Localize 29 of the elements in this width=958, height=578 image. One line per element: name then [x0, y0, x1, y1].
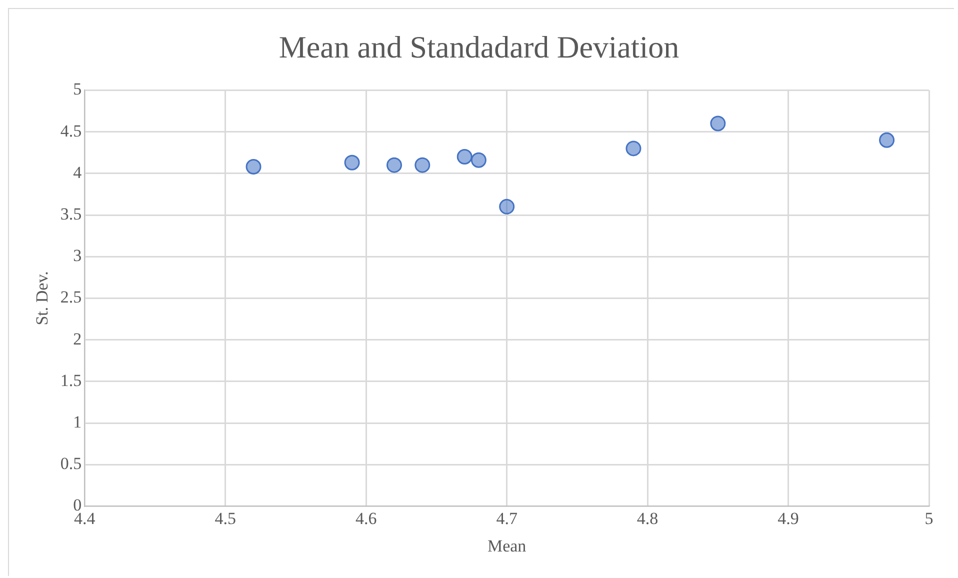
point [246, 158, 262, 174]
point [626, 140, 642, 156]
y-tick-label: 2.5 [60, 288, 82, 307]
y-tick-label: 2 [73, 329, 82, 348]
y-tick-label: 3 [73, 246, 82, 266]
y-tick-label: 4.5 [60, 121, 82, 140]
x-tick-label: 5 [924, 508, 934, 528]
x-tick-label: 4.9 [778, 508, 799, 528]
x-tick-label: 4.7 [496, 508, 518, 528]
point [470, 152, 486, 168]
point [879, 132, 895, 148]
point [414, 157, 430, 173]
point [344, 154, 360, 170]
y-tick-label: 1.5 [60, 370, 82, 390]
chart-title: Mean and Standadard Deviation [278, 30, 680, 65]
y-tick-label: 4 [73, 162, 82, 182]
point [710, 116, 726, 132]
y-tick-label: 3.5 [60, 204, 82, 224]
point [456, 149, 472, 165]
point [386, 157, 402, 173]
x-axis-title: Mean [487, 536, 527, 556]
y-tick-label: 1 [73, 412, 82, 432]
x-tick-label: 4.8 [636, 508, 658, 528]
x-tick-label: 4.6 [355, 508, 377, 528]
point [499, 198, 515, 214]
y-tick-label: 5 [73, 80, 82, 99]
y-tick-label: 0.5 [60, 454, 82, 474]
y-axis-title: St. Dev. [32, 271, 52, 326]
x-tick-label: 4.5 [214, 508, 236, 528]
